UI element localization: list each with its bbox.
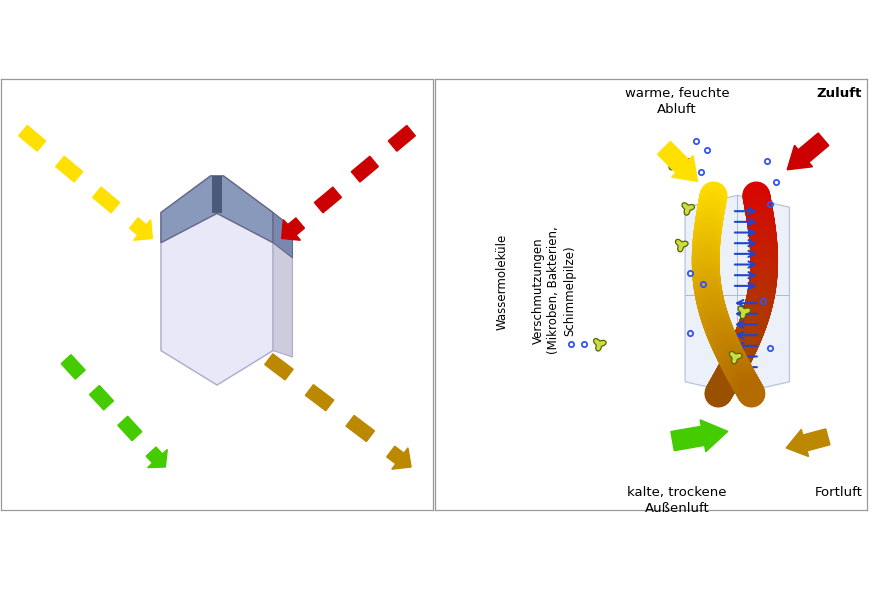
Polygon shape: [351, 156, 378, 182]
Polygon shape: [671, 155, 698, 181]
Polygon shape: [118, 416, 142, 441]
Polygon shape: [388, 125, 415, 151]
Text: warme, feuchte
Abluft: warme, feuchte Abluft: [624, 87, 729, 115]
Polygon shape: [803, 429, 830, 451]
Polygon shape: [161, 176, 273, 243]
Polygon shape: [282, 220, 301, 240]
Polygon shape: [787, 145, 813, 170]
Polygon shape: [18, 125, 45, 151]
Text: Wassermoleküle: Wassermoleküle: [496, 233, 508, 330]
Polygon shape: [146, 447, 162, 463]
Polygon shape: [133, 220, 153, 240]
Polygon shape: [161, 176, 273, 385]
Polygon shape: [676, 239, 688, 252]
Polygon shape: [305, 385, 334, 411]
Polygon shape: [212, 176, 222, 213]
Polygon shape: [90, 385, 113, 410]
Text: kalte, trockene
Außenluft: kalte, trockene Außenluft: [627, 487, 726, 515]
Text: Zuluft: Zuluft: [816, 87, 862, 100]
Text: Fortluft: Fortluft: [814, 487, 862, 499]
Polygon shape: [61, 355, 85, 379]
Polygon shape: [147, 449, 167, 468]
Polygon shape: [273, 213, 292, 258]
Polygon shape: [273, 213, 292, 357]
Polygon shape: [685, 196, 789, 393]
Polygon shape: [738, 306, 751, 319]
Polygon shape: [787, 429, 808, 456]
Polygon shape: [594, 339, 606, 351]
Polygon shape: [700, 420, 728, 452]
Polygon shape: [682, 203, 695, 215]
Polygon shape: [130, 218, 146, 235]
Polygon shape: [657, 141, 689, 173]
Polygon shape: [386, 446, 404, 464]
Polygon shape: [392, 448, 411, 469]
Polygon shape: [729, 352, 742, 364]
Polygon shape: [798, 133, 828, 163]
Polygon shape: [315, 187, 342, 213]
Polygon shape: [92, 187, 119, 213]
Polygon shape: [671, 426, 705, 451]
Polygon shape: [265, 354, 293, 380]
Polygon shape: [667, 157, 679, 170]
Polygon shape: [346, 415, 374, 442]
Polygon shape: [56, 156, 83, 182]
Polygon shape: [288, 218, 304, 235]
Text: Verschmutzungen
(Mikroben, Bakterien,
Schimmelpilze): Verschmutzungen (Mikroben, Bakterien, Sc…: [532, 226, 576, 354]
